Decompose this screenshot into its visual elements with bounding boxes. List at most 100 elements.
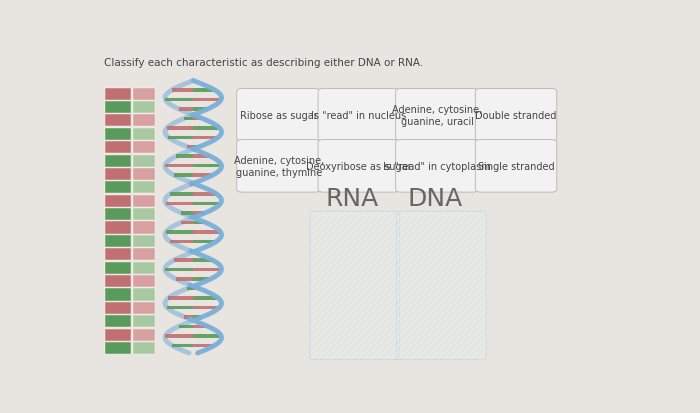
Bar (190, 183, 193, 187)
Bar (193, 334, 221, 338)
Bar (105, 302, 131, 314)
Bar (193, 316, 202, 319)
Bar (132, 249, 155, 261)
Bar (193, 193, 216, 196)
Bar (105, 169, 131, 180)
Bar (132, 329, 155, 341)
Bar (166, 230, 193, 234)
FancyBboxPatch shape (475, 89, 556, 142)
Bar (132, 128, 155, 140)
Bar (132, 289, 155, 301)
FancyBboxPatch shape (310, 212, 400, 360)
Bar (166, 202, 193, 206)
FancyBboxPatch shape (397, 212, 486, 360)
Bar (165, 334, 193, 338)
Bar (105, 115, 131, 127)
Bar (132, 342, 155, 354)
Bar (132, 182, 155, 194)
Bar (105, 88, 131, 100)
Bar (174, 259, 193, 262)
Bar (132, 235, 155, 247)
Bar (105, 235, 131, 247)
FancyBboxPatch shape (237, 140, 321, 192)
Text: Classify each characteristic as describing either DNA or RNA.: Classify each characteristic as describi… (104, 57, 423, 67)
FancyBboxPatch shape (318, 89, 400, 142)
Bar (193, 297, 218, 300)
Bar (193, 211, 205, 215)
Bar (132, 115, 155, 127)
Bar (105, 209, 131, 221)
Bar (193, 306, 220, 309)
Text: Single stranded: Single stranded (478, 161, 554, 171)
Bar (190, 249, 193, 253)
Bar (172, 89, 193, 93)
Bar (105, 289, 131, 301)
Bar (176, 278, 193, 281)
Bar (193, 98, 221, 102)
Bar (193, 268, 221, 272)
Bar (105, 142, 131, 154)
Bar (165, 268, 193, 272)
Text: Is "read" in nucleus: Is "read" in nucleus (311, 111, 407, 121)
Bar (167, 306, 193, 309)
Bar (105, 316, 131, 328)
Text: Deoxyribose as sugar: Deoxyribose as sugar (306, 161, 412, 171)
Bar (105, 182, 131, 194)
Bar (105, 275, 131, 287)
Bar (132, 169, 155, 180)
Bar (132, 209, 155, 221)
Bar (170, 240, 193, 243)
Text: DNA: DNA (407, 186, 462, 210)
Bar (193, 325, 208, 328)
Bar (193, 89, 215, 93)
Bar (105, 249, 131, 261)
Bar (132, 316, 155, 328)
Bar (169, 136, 193, 140)
FancyBboxPatch shape (318, 140, 400, 192)
Text: Adenine, cytosine,
guanine, thymine: Adenine, cytosine, guanine, thymine (234, 156, 324, 177)
Bar (132, 222, 155, 234)
Bar (174, 174, 193, 178)
Bar (178, 108, 193, 112)
Text: Double stranded: Double stranded (475, 111, 556, 121)
Bar (193, 164, 221, 168)
Bar (105, 155, 131, 167)
Bar (193, 202, 220, 206)
Bar (181, 211, 193, 215)
Bar (193, 117, 202, 121)
Bar (181, 221, 193, 225)
Bar (170, 193, 193, 196)
Bar (132, 155, 155, 167)
Bar (178, 325, 193, 328)
FancyBboxPatch shape (237, 89, 321, 142)
Text: Adenine, cytosine,
guanine, uracil: Adenine, cytosine, guanine, uracil (392, 105, 482, 126)
Bar (187, 287, 193, 291)
Bar (193, 127, 220, 130)
Bar (105, 222, 131, 234)
Bar (193, 259, 213, 262)
Bar (193, 344, 215, 347)
Bar (165, 164, 193, 168)
Bar (193, 108, 208, 112)
Bar (132, 142, 155, 154)
Bar (169, 297, 193, 300)
Bar (132, 195, 155, 207)
FancyBboxPatch shape (395, 89, 479, 142)
Bar (105, 195, 131, 207)
Bar (193, 174, 213, 178)
Bar (165, 98, 193, 102)
Bar (105, 342, 131, 354)
Bar (105, 329, 131, 341)
Bar (193, 155, 211, 159)
Bar (187, 146, 193, 149)
Bar (132, 262, 155, 274)
Bar (193, 287, 199, 291)
Bar (167, 127, 193, 130)
Text: RNA: RNA (326, 186, 379, 210)
FancyBboxPatch shape (395, 140, 479, 192)
Bar (105, 102, 131, 114)
Bar (193, 146, 199, 149)
Bar (132, 275, 155, 287)
Bar (184, 316, 193, 319)
Bar (184, 117, 193, 121)
